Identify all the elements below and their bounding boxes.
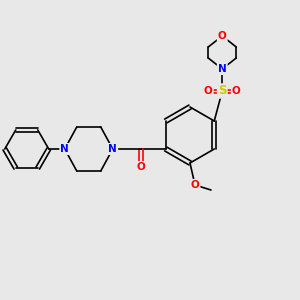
Text: O: O xyxy=(204,86,213,96)
Text: S: S xyxy=(218,85,226,98)
Text: O: O xyxy=(136,162,145,172)
Text: N: N xyxy=(218,64,226,74)
Text: O: O xyxy=(218,31,226,41)
Text: N: N xyxy=(60,144,69,154)
Text: O: O xyxy=(190,180,200,190)
Text: N: N xyxy=(108,144,117,154)
Text: O: O xyxy=(232,86,241,96)
